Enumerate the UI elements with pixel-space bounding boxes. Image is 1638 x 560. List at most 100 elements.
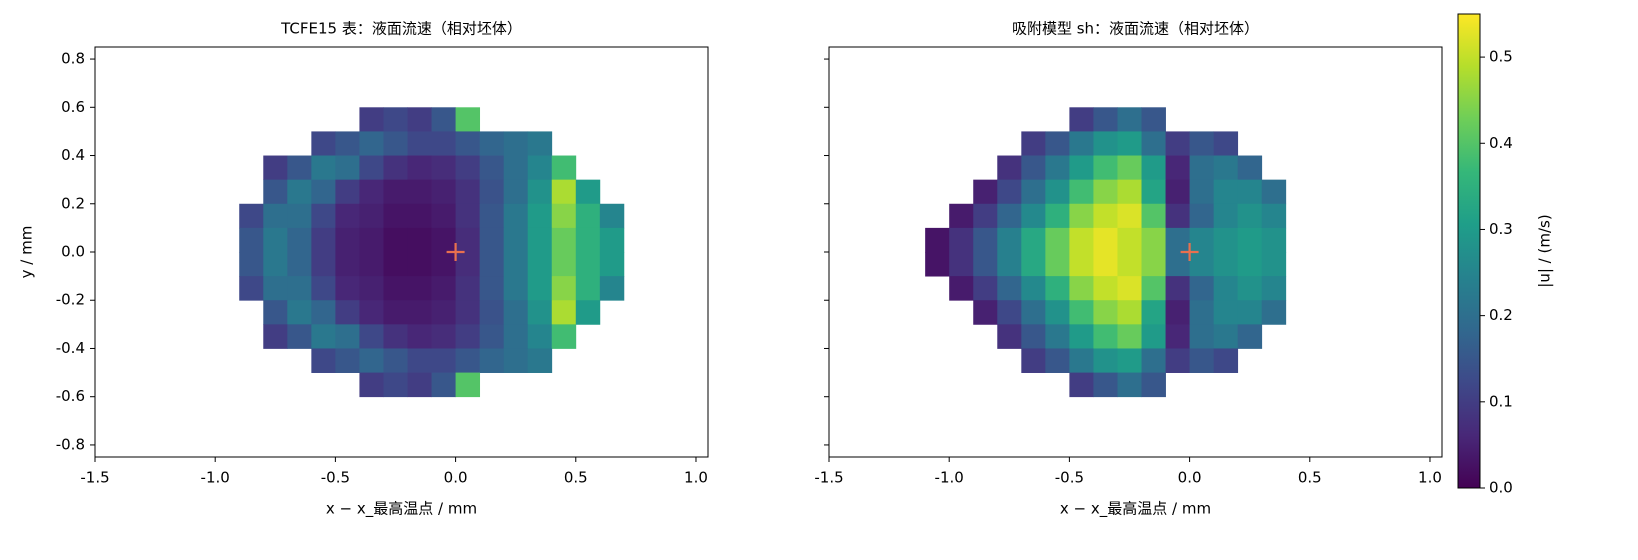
heat-cell xyxy=(575,300,601,325)
heat-cell xyxy=(1261,203,1287,229)
heat-cell xyxy=(407,131,432,156)
x-tick-label: 0.0 xyxy=(1178,469,1202,487)
heat-cell xyxy=(479,203,505,229)
x-tick-label: 0.5 xyxy=(1298,469,1322,487)
heat-cell xyxy=(407,276,432,301)
heat-cell xyxy=(1189,203,1215,229)
x-tick-label: -0.5 xyxy=(321,469,350,487)
heat-cell xyxy=(287,227,312,253)
heat-cell xyxy=(1069,131,1094,156)
heat-cell xyxy=(431,276,456,301)
heat-cell xyxy=(1189,348,1215,373)
heat-cell xyxy=(1093,203,1118,229)
heat-cell xyxy=(503,131,529,156)
heat-cell xyxy=(383,155,408,181)
colorbar-tick-label: 0.0 xyxy=(1489,479,1513,497)
heat-cell xyxy=(503,348,529,373)
heat-cell xyxy=(973,252,998,277)
heat-cell xyxy=(949,252,974,277)
heat-cell xyxy=(1021,300,1046,325)
heat-cell xyxy=(503,252,529,277)
heat-cell xyxy=(1237,252,1263,277)
heat-cell xyxy=(1093,131,1118,156)
heat-cell xyxy=(1189,227,1215,253)
heat-cell xyxy=(1093,348,1118,373)
heat-cell xyxy=(1141,324,1166,349)
heat-cell xyxy=(1165,155,1190,181)
heat-cell xyxy=(455,276,481,301)
heat-cell xyxy=(1069,179,1094,205)
heat-cell xyxy=(287,252,312,277)
heat-cell xyxy=(1045,324,1070,349)
heat-cell xyxy=(527,179,553,205)
heat-cell xyxy=(1165,300,1190,325)
heat-cell xyxy=(1141,372,1166,398)
y-tick-label: 0.0 xyxy=(61,243,85,261)
heat-cell xyxy=(359,179,384,205)
heat-cell xyxy=(407,179,432,205)
y-tick-label: -0.6 xyxy=(56,387,85,405)
heat-cell xyxy=(503,324,529,349)
axes-title: 吸附模型 sh：液面流速（相对坯体） xyxy=(1012,20,1259,38)
heat-cell xyxy=(407,324,432,349)
heat-cell xyxy=(527,203,553,229)
heat-cell xyxy=(359,324,384,349)
heat-cell xyxy=(1117,300,1142,325)
heat-cell xyxy=(1237,300,1263,325)
heat-cell xyxy=(1117,324,1142,349)
heat-cell xyxy=(1141,276,1166,301)
heat-cell xyxy=(1045,203,1070,229)
heat-cell xyxy=(575,276,601,301)
heat-cell xyxy=(527,276,553,301)
heat-cell xyxy=(973,276,998,301)
heat-cell xyxy=(973,300,998,325)
heat-cell xyxy=(1189,276,1215,301)
heat-cell xyxy=(527,252,553,277)
heat-cell xyxy=(455,372,481,398)
heat-cell xyxy=(997,252,1022,277)
heat-cell xyxy=(1117,348,1142,373)
x-tick-label: -1.0 xyxy=(201,469,230,487)
heat-cell xyxy=(925,227,950,253)
heat-cell xyxy=(599,252,625,277)
heat-cell xyxy=(1117,252,1142,277)
heat-cell xyxy=(599,276,625,301)
heat-cell xyxy=(263,300,288,325)
heat-cell xyxy=(1021,324,1046,349)
heat-cell xyxy=(431,203,456,229)
y-tick-label: 0.4 xyxy=(61,146,85,164)
heat-cell xyxy=(527,131,553,156)
heat-cell xyxy=(1045,155,1070,181)
heat-cell xyxy=(1189,179,1215,205)
heat-cell xyxy=(311,324,336,349)
heat-cell xyxy=(1141,227,1166,253)
heat-cell xyxy=(1141,348,1166,373)
heat-cell xyxy=(263,252,288,277)
heat-cell xyxy=(1093,107,1118,132)
heat-cell xyxy=(551,179,577,205)
heat-cell xyxy=(359,348,384,373)
heat-cell xyxy=(407,252,432,277)
heat-cell xyxy=(479,227,505,253)
heat-cell xyxy=(335,300,360,325)
heat-cell xyxy=(479,276,505,301)
heat-cell xyxy=(311,252,336,277)
heat-cell xyxy=(973,203,998,229)
x-tick-label: 0.0 xyxy=(444,469,468,487)
heat-cell xyxy=(1069,348,1094,373)
heat-cell xyxy=(311,227,336,253)
heat-cell xyxy=(973,227,998,253)
y-tick-label: -0.2 xyxy=(56,291,85,309)
axes-title: TCFE15 表：液面流速（相对坯体） xyxy=(280,20,522,38)
heat-cell xyxy=(1069,276,1094,301)
heat-cell xyxy=(359,107,384,132)
heat-cell xyxy=(1093,155,1118,181)
heat-cell xyxy=(335,131,360,156)
heat-cell xyxy=(997,155,1022,181)
heat-cell xyxy=(1021,348,1046,373)
heat-cell xyxy=(1261,300,1287,325)
heat-cell xyxy=(551,252,577,277)
heat-cell xyxy=(479,324,505,349)
heat-cell xyxy=(1117,155,1142,181)
heat-cell xyxy=(997,324,1022,349)
